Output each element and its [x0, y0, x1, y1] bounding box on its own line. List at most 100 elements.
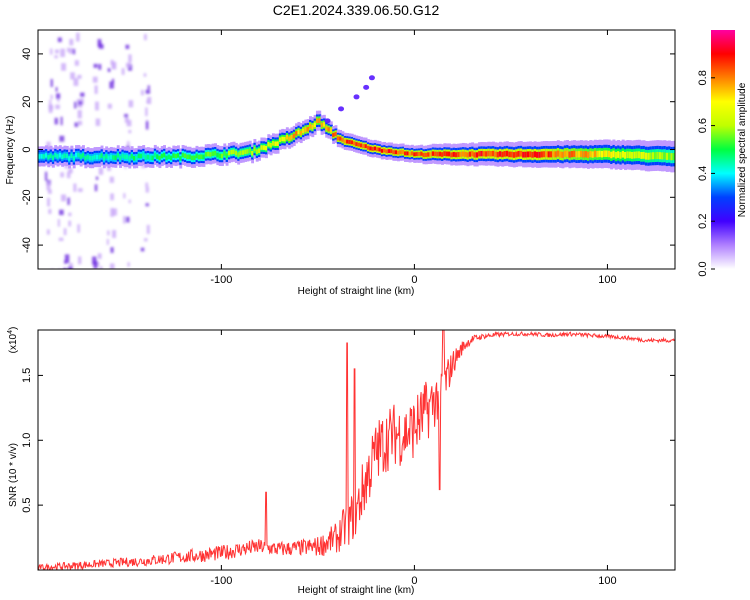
noise-speck — [73, 78, 79, 86]
ridge-cell — [519, 150, 523, 157]
noise-speck — [111, 78, 115, 84]
ridge-cell — [390, 149, 394, 154]
noise-speck — [95, 101, 99, 111]
ridge-cell — [144, 155, 148, 160]
ridge-cell — [522, 151, 526, 158]
y-tick-label: -20 — [21, 189, 33, 205]
noise-speck — [110, 208, 114, 217]
ridge-cell — [126, 154, 129, 160]
ridge-cell — [132, 156, 136, 161]
noise-speck — [79, 103, 83, 108]
noise-speck — [124, 113, 129, 118]
ridge-cell — [635, 151, 639, 159]
noise-speck — [109, 81, 114, 89]
noise-speck — [140, 247, 145, 252]
ridge-cell — [93, 154, 97, 160]
noise-speck — [61, 63, 66, 71]
ridge-cell — [170, 155, 173, 161]
ridge-cell — [556, 150, 560, 157]
ridge-cell — [614, 151, 618, 159]
ridge-cell — [230, 149, 234, 155]
ridge-cell — [661, 152, 665, 160]
ridge-cell — [320, 122, 324, 128]
noise-speck — [77, 110, 82, 119]
noise-speck — [109, 176, 114, 183]
ridge-cell — [79, 154, 83, 159]
ridge-cell — [670, 153, 674, 161]
noise-speck — [107, 230, 110, 236]
noise-speck — [59, 209, 64, 216]
ridge-cell — [49, 153, 53, 159]
colorbar: 0.0 0.2 0.4 0.6 0.8 Normalized spectral ampl… — [697, 30, 748, 277]
ridge-cell — [248, 148, 252, 154]
ridge-cell — [119, 155, 122, 161]
ridge-cell — [501, 151, 505, 158]
ridge-cell — [223, 151, 227, 156]
ridge-cell — [586, 151, 590, 159]
ridge-cell — [505, 150, 509, 157]
x-tick-label: 0 — [411, 575, 417, 587]
snr-ticks: -100 0 100 0.5 1.0 1.5 — [21, 330, 675, 587]
ridge-cell — [255, 149, 259, 154]
ridge-cell — [211, 151, 215, 156]
ridge-cell — [105, 154, 109, 159]
noise-speck — [68, 212, 72, 217]
ridge-cell — [603, 150, 607, 157]
ridge-cell — [251, 150, 255, 156]
ridge-cell — [350, 140, 354, 145]
noise-speck — [55, 87, 58, 92]
noise-speck — [95, 118, 101, 126]
noise-speck — [44, 171, 48, 181]
ridge-cell — [489, 151, 493, 157]
ridge-cell — [241, 150, 245, 155]
noise-speck — [140, 89, 144, 96]
noise-speck — [72, 48, 76, 55]
ridge-cell — [394, 150, 398, 155]
ridge-cell — [628, 151, 632, 159]
ridge-cell — [186, 154, 190, 160]
ridge-cell — [339, 136, 343, 141]
ridge-cell — [471, 151, 475, 157]
y-tick-label: -40 — [21, 237, 33, 253]
ridge-cell — [536, 151, 539, 158]
ridge-cell — [531, 151, 535, 158]
noise-speck — [93, 63, 98, 68]
ridge-cell — [149, 155, 153, 161]
ridge-cell — [441, 152, 444, 157]
ridge-cell — [102, 155, 106, 161]
ridge-cell — [545, 151, 549, 158]
noise-speck — [110, 59, 114, 66]
noise-speck — [78, 256, 82, 265]
noise-speck — [73, 183, 77, 192]
ridge-cell — [378, 147, 382, 152]
ridge-cell — [362, 144, 366, 148]
ridge-cell — [190, 155, 194, 161]
ridge-cell — [220, 153, 224, 159]
noise-speck — [110, 247, 114, 253]
ridge-cell — [542, 151, 546, 158]
ridge-cell — [44, 153, 48, 158]
x-tick-label: 0 — [411, 274, 417, 286]
noise-speck — [78, 188, 83, 192]
ridge-cell — [61, 154, 65, 160]
ridge-cell — [612, 150, 616, 158]
ridge-cell — [401, 150, 405, 155]
ridge-cell — [438, 151, 442, 157]
noise-speck — [68, 220, 72, 227]
spectrogram-panel: -100 0 100 -40 -20 0 20 40 Height of straight l… — [5, 29, 676, 297]
ridge-cell — [302, 128, 305, 134]
ridge-cell — [116, 152, 120, 158]
noise-speck — [98, 167, 104, 175]
ridge-cell — [554, 151, 558, 158]
noise-speck — [110, 263, 115, 269]
noise-speck — [97, 253, 102, 259]
noise-speck — [112, 230, 117, 238]
ridge-cell — [137, 153, 141, 159]
noise-speck — [66, 171, 71, 179]
ridge-cell — [450, 152, 454, 158]
ridge-cell — [563, 150, 567, 158]
ridge-cell — [100, 153, 104, 158]
ridge-cell — [158, 155, 162, 161]
noise-speck — [57, 37, 62, 43]
noise-speck — [145, 89, 151, 94]
